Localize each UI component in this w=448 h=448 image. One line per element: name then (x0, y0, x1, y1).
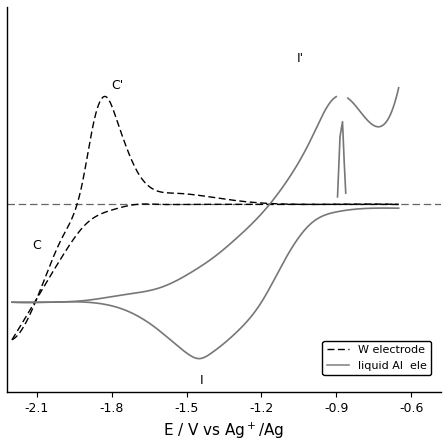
Text: I': I' (296, 52, 303, 65)
Legend: W electrode, liquid Al  ele: W electrode, liquid Al ele (322, 341, 431, 375)
X-axis label: E / V vs Ag$^+$/Ag: E / V vs Ag$^+$/Ag (164, 421, 284, 441)
Text: C': C' (112, 78, 124, 91)
Text: I: I (200, 374, 203, 387)
Text: C: C (33, 239, 41, 252)
